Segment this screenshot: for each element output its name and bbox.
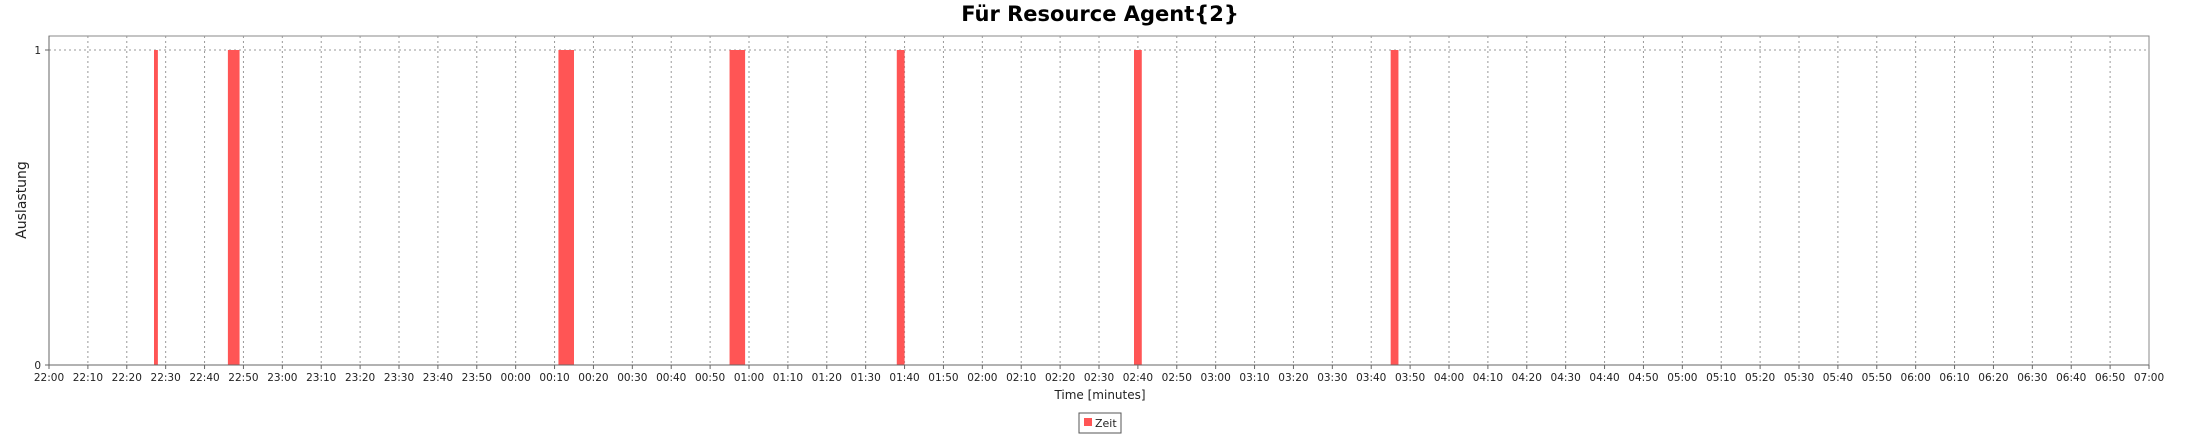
bar [558, 50, 574, 365]
y-axis-label: Auslastung [14, 161, 30, 239]
x-tick-label: 23:20 [345, 372, 375, 384]
x-tick-label: 04:30 [1551, 372, 1581, 384]
x-tick-label: 06:50 [2095, 372, 2125, 384]
x-tick-label: 04:40 [1589, 372, 1619, 384]
legend-swatch [1084, 418, 1092, 426]
x-tick-label: 04:20 [1512, 372, 1542, 384]
x-tick-label: 01:30 [851, 372, 881, 384]
y-tick-label: 0 [34, 360, 41, 372]
x-tick-label: 22:10 [73, 372, 103, 384]
x-tick-label: 04:10 [1473, 372, 1503, 384]
bar [1134, 50, 1142, 365]
x-tick-label: 05:30 [1784, 372, 1814, 384]
x-tick-label: 01:50 [928, 372, 958, 384]
x-tick-label: 07:00 [2134, 372, 2164, 384]
x-tick-label: 23:30 [384, 372, 414, 384]
legend: Zeit [1078, 412, 1122, 434]
x-tick-label: 02:00 [967, 372, 997, 384]
x-tick-label: 23:50 [462, 372, 492, 384]
x-tick-label: 06:20 [1978, 372, 2008, 384]
x-tick-label: 01:40 [889, 372, 919, 384]
x-tick-label: 02:10 [1006, 372, 1036, 384]
x-tick-label: 05:40 [1823, 372, 1853, 384]
bars [154, 50, 1399, 365]
bar [1390, 50, 1399, 365]
x-tick-label: 22:00 [34, 372, 64, 384]
x-tick-label: 03:20 [1278, 372, 1308, 384]
x-axis-label: Time [minutes] [1053, 388, 1145, 402]
x-tick-label: 00:20 [578, 372, 608, 384]
y-tick-label: 1 [34, 45, 41, 57]
x-tick-label: 01:20 [812, 372, 842, 384]
x-tick-label: 06:40 [2056, 372, 2086, 384]
x-tick-label: 22:30 [151, 372, 181, 384]
x-tick-label: 01:10 [773, 372, 803, 384]
axes [45, 36, 2150, 369]
x-tick-label: 00:50 [695, 372, 725, 384]
bar [227, 50, 240, 365]
x-tick-label: 23:10 [306, 372, 336, 384]
x-tick-label: 03:40 [1356, 372, 1386, 384]
x-tick-label: 23:40 [423, 372, 453, 384]
bar [729, 50, 746, 365]
plot-area [48, 35, 2150, 366]
x-tick-label: 06:10 [1939, 372, 1969, 384]
x-tick-label: 06:30 [2017, 372, 2047, 384]
x-tick-label: 04:00 [1434, 372, 1464, 384]
x-tick-label: 22:20 [112, 372, 142, 384]
x-tick-label: 05:50 [1862, 372, 1892, 384]
x-tick-label: 22:40 [189, 372, 219, 384]
x-tick-label: 05:10 [1706, 372, 1736, 384]
x-tick-label: 03:10 [1239, 372, 1269, 384]
x-tick-label: 03:30 [1317, 372, 1347, 384]
x-tick-label: 02:50 [1162, 372, 1192, 384]
x-tick-label: 05:00 [1667, 372, 1697, 384]
chart-title: Für Resource Agent{2} [961, 2, 1239, 26]
x-tick-label: 00:10 [539, 372, 569, 384]
legend-label: Zeit [1095, 417, 1117, 430]
x-tick-label: 02:20 [1045, 372, 1075, 384]
grid-lines [49, 36, 2149, 365]
x-tick-label: 03:50 [1395, 372, 1425, 384]
x-tick-label: 02:30 [1084, 372, 1114, 384]
x-tick-label: 01:00 [734, 372, 764, 384]
x-tick-label: 05:20 [1745, 372, 1775, 384]
y-tick-labels: 01 [34, 45, 41, 372]
x-tick-label: 23:00 [267, 372, 297, 384]
x-tick-label: 06:00 [1901, 372, 1931, 384]
bar [154, 50, 158, 365]
x-tick-label: 02:40 [1123, 372, 1153, 384]
x-tick-label: 03:00 [1201, 372, 1231, 384]
x-tick-label: 22:50 [228, 372, 258, 384]
x-tick-label: 00:40 [656, 372, 686, 384]
x-tick-labels: 22:00 22:10 22:20 22:30 22:40 22:50 23:00 23:10… [34, 372, 2164, 384]
bar [896, 50, 905, 365]
x-tick-label: 00:30 [617, 372, 647, 384]
x-tick-label: 04:50 [1628, 372, 1658, 384]
x-tick-label: 00:00 [501, 372, 531, 384]
